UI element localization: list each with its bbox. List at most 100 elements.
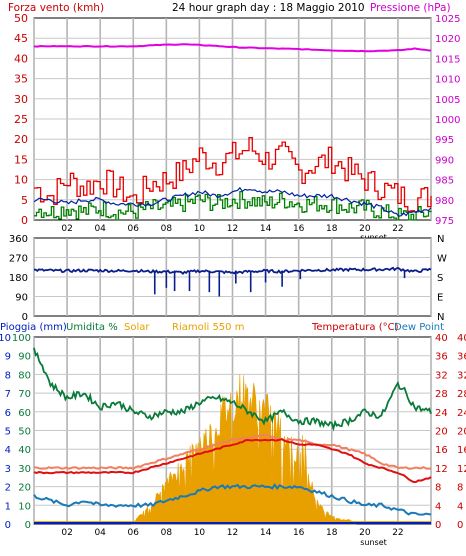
direction-ytick: 90 — [15, 293, 28, 304]
humidity-ytick: 20 — [18, 483, 31, 494]
rain-ytick: 4 — [5, 445, 11, 456]
humidity-series-line — [33, 347, 432, 432]
direction-ytick: 180 — [9, 273, 28, 284]
rain-ytick: 3 — [5, 464, 11, 475]
temp-panel-xtick: 08 — [161, 528, 173, 538]
pressure-ytick: 995 — [435, 135, 454, 146]
temp-panel-xtick: 18 — [326, 528, 338, 538]
temp-panel-xtick: 16 — [293, 528, 305, 538]
temp-panel-xtick: 22 — [392, 528, 403, 538]
wind-axis-title: Forza vento (kmh) — [8, 2, 104, 14]
compass-tick: N — [437, 234, 444, 245]
humidity-ytick: 90 — [18, 352, 31, 363]
humidity-ytick: 100 — [12, 333, 31, 344]
temp-panel-xtick: 14 — [260, 528, 272, 538]
temp-ytick-b: 16 — [457, 445, 466, 456]
sunset-label-bottom: sunset — [360, 538, 387, 547]
temp-ytick-b: 28 — [457, 389, 466, 400]
compass-tick: N — [437, 312, 444, 323]
pressure-ytick: 1025 — [435, 14, 460, 25]
temp-ytick: 28 — [435, 389, 448, 400]
pressure-ytick: 1010 — [435, 75, 460, 86]
temp-ytick: 16 — [435, 445, 448, 456]
wind-ytick: 50 — [14, 12, 28, 25]
wind-panel-xtick: 12 — [227, 224, 238, 234]
temp-ytick: 20 — [435, 427, 448, 438]
compass-tick: S — [437, 273, 443, 284]
wind-panel-xtick: 14 — [260, 224, 272, 234]
temp-ytick-b: 12 — [457, 464, 466, 475]
temperature-axis-title: Temperatura (°C) — [311, 322, 399, 333]
dewpoint-series-line — [33, 483, 432, 516]
humidity-ytick: 10 — [18, 501, 31, 512]
temp-ytick: 12 — [435, 464, 448, 475]
direction-series-line — [34, 266, 432, 275]
pressure-ytick: 1005 — [435, 95, 460, 106]
humidity-ytick: 60 — [18, 408, 31, 419]
humidity-ytick: 80 — [18, 370, 31, 381]
temp-ytick-b: 36 — [457, 352, 466, 363]
temp-panel-xtick: 10 — [194, 528, 206, 538]
wind-ytick: 30 — [14, 93, 28, 106]
temp-ytick: 0 — [435, 520, 441, 531]
direction-ytick: 0 — [22, 312, 28, 323]
pressure-ytick: 1000 — [435, 115, 460, 126]
humidity-ytick: 0 — [25, 520, 31, 531]
temp-ytick: 8 — [435, 483, 441, 494]
pressure-ytick: 1015 — [435, 54, 460, 65]
temp-ytick: 24 — [435, 408, 448, 419]
rain-ytick: 6 — [5, 408, 11, 419]
temp-ytick-b: 32 — [457, 370, 466, 381]
wind-panel-xtick: 10 — [194, 224, 206, 234]
temp-ytick-b: 24 — [457, 408, 466, 419]
temp-ytick-b: 8 — [457, 483, 463, 494]
wind-ytick: 20 — [14, 133, 28, 146]
rain-ytick: 1 — [5, 501, 11, 512]
temp-panel-xtick: 12 — [227, 528, 238, 538]
temperature-series-line — [33, 438, 432, 484]
compass-tick: E — [437, 293, 443, 304]
rain-ytick: 0 — [5, 520, 11, 531]
wind-ytick: 40 — [14, 52, 28, 65]
humidity-ytick: 70 — [18, 389, 31, 400]
rain-ytick: 8 — [5, 370, 11, 381]
temp-ytick-b: 0 — [457, 520, 463, 531]
temp-ytick: 4 — [435, 501, 441, 512]
rain-ytick: 7 — [5, 389, 11, 400]
wind-panel-xtick: 22 — [392, 224, 403, 234]
temp-panel-xtick: 02 — [61, 528, 72, 538]
humidity-ytick: 50 — [18, 427, 31, 438]
humidity-axis-title: Umidita % — [66, 322, 118, 333]
rain-axis-title: Pioggia (mm) — [0, 322, 67, 333]
rain-ytick: 5 — [5, 427, 11, 438]
temp-ytick: 36 — [435, 352, 448, 363]
pressure-ytick: 980 — [435, 196, 454, 207]
temp-ytick-b: 20 — [457, 427, 466, 438]
wind-ytick: 35 — [14, 73, 28, 86]
wind-ytick: 25 — [14, 113, 28, 126]
compass-tick: W — [437, 254, 447, 265]
rain-ytick: 9 — [5, 352, 11, 363]
dewpoint-axis-title: Dew Point — [394, 322, 444, 333]
wind-panel-xtick: 16 — [293, 224, 305, 234]
wind-panel-xtick: 04 — [94, 224, 106, 234]
wind-ytick: 5 — [21, 194, 28, 207]
pressure-ytick: 985 — [435, 176, 454, 187]
temp-ytick-b: 40 — [457, 333, 466, 344]
temp-ytick: 32 — [435, 370, 448, 381]
humidity-ytick: 30 — [18, 464, 31, 475]
direction-ytick: 270 — [9, 254, 28, 265]
temp-panel-xtick: 04 — [94, 528, 106, 538]
wind-ytick: 0 — [21, 214, 28, 227]
wind-avg-series-line — [33, 186, 432, 217]
solar-axis-title: Solar — [124, 322, 150, 333]
pressure-axis-title: Pressione (hPa) — [370, 2, 451, 14]
temp-panel-xtick: 20 — [359, 528, 371, 538]
apparent-temp-series-line — [33, 433, 432, 470]
wind-panel-xtick: 20 — [359, 224, 371, 234]
wind-panel-xtick: 18 — [326, 224, 338, 234]
chart-title: 24 hour graph day : 18 Maggio 2010 — [172, 2, 365, 14]
pressure-ytick: 1020 — [435, 34, 460, 45]
temp-ytick-b: 4 — [457, 501, 463, 512]
